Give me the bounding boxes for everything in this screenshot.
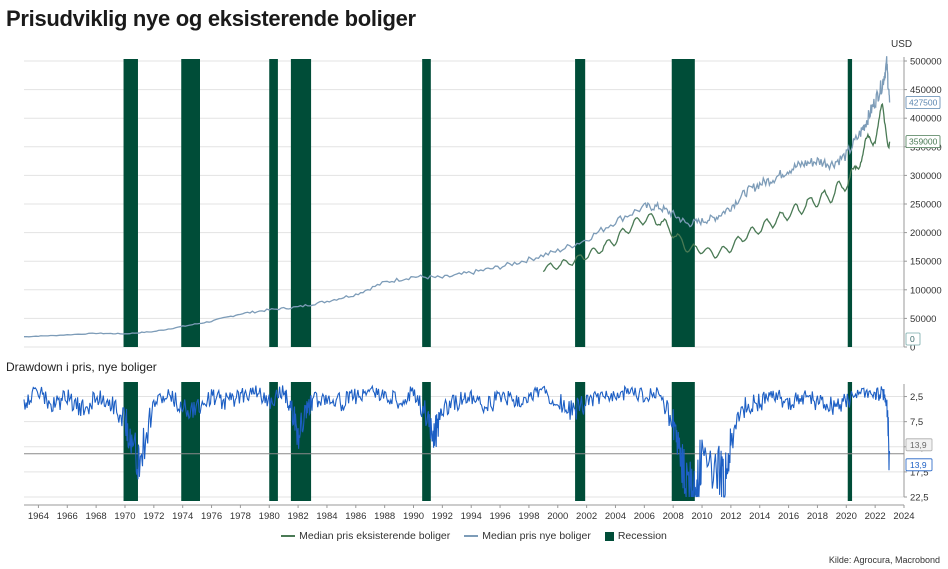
end-label-drawdown-box	[905, 458, 933, 472]
legend-item-new: Median pris nye boliger	[464, 530, 591, 542]
recession-bar-bottom-3	[290, 382, 312, 501]
recession-bar-bottom-6	[671, 382, 695, 501]
top-y-tick-label-6: 300000	[910, 171, 942, 182]
recession-bar-bottom-5	[575, 382, 586, 501]
recession-bar-top-7	[847, 59, 853, 347]
x-tick-label-30: 2024	[893, 511, 914, 522]
recession-bar-top-3	[290, 59, 312, 347]
x-tick-label-6: 1976	[201, 511, 222, 522]
legend: Median pris eksisterende boliger Median …	[0, 530, 948, 542]
end-label-zero-box	[905, 332, 921, 346]
x-tick-label-22: 2008	[663, 511, 684, 522]
top-y-tick-label-9: 450000	[910, 85, 942, 96]
legend-label-new: Median pris nye boliger	[482, 530, 591, 542]
top-y-tick-label-5: 250000	[910, 200, 942, 211]
series-line-drawdown	[23, 384, 891, 498]
end-label-new-homes: 427500	[909, 97, 938, 107]
x-tick-label-2: 1968	[86, 511, 107, 522]
bottom-y-tick-label-0: 2,5	[910, 392, 923, 403]
top-y-tick-label-2: 100000	[910, 285, 942, 296]
recession-bar-bottom-7	[847, 382, 853, 501]
end-label-existing-homes-box	[905, 135, 941, 149]
recession-bar-top-4	[422, 59, 431, 347]
reference-value-label: 13,9	[910, 440, 927, 450]
source-note: Kilde: Agrocura, Macrobond	[828, 555, 940, 565]
x-tick-label-0: 1964	[28, 511, 49, 522]
legend-swatch-recession	[604, 531, 614, 541]
end-label-new-homes-box	[905, 96, 941, 109]
series-line-existing-homes	[542, 102, 891, 273]
recession-bar-bottom-4	[422, 382, 431, 501]
end-label-drawdown: 13,9	[910, 460, 927, 470]
top-y-tick-label-1: 50000	[910, 314, 936, 325]
x-tick-label-21: 2006	[634, 511, 655, 522]
recession-bar-bottom-2	[269, 382, 278, 501]
x-tick-label-26: 2016	[778, 511, 799, 522]
series-line-new-homes	[23, 56, 891, 338]
recession-bar-top-6	[671, 59, 695, 347]
recession-bar-top-2	[269, 59, 278, 347]
bottom-y-tick-label-3: 17,5	[910, 467, 929, 478]
x-tick-label-7: 1978	[230, 511, 251, 522]
recession-bar-top-1	[181, 59, 200, 347]
x-tick-label-28: 2020	[836, 511, 857, 522]
reference-value-box	[905, 438, 933, 452]
legend-label-existing: Median pris eksisterende boliger	[299, 530, 451, 542]
x-tick-label-25: 2014	[749, 511, 770, 522]
end-label-existing-homes: 359000	[909, 137, 938, 147]
legend-swatch-existing	[281, 535, 296, 537]
legend-swatch-new	[464, 535, 479, 537]
end-label-zero: 0	[910, 334, 915, 344]
recession-bar-bottom-1	[181, 382, 200, 501]
x-tick-label-4: 1972	[143, 511, 164, 522]
x-tick-label-9: 1982	[288, 511, 309, 522]
x-tick-label-15: 1994	[461, 511, 482, 522]
x-tick-label-27: 2018	[807, 511, 828, 522]
bottom-y-tick-label-1: 7,5	[910, 417, 923, 428]
x-tick-label-13: 1990	[403, 511, 424, 522]
x-tick-label-19: 2002	[576, 511, 597, 522]
top-y-tick-label-10: 500000	[910, 57, 942, 68]
legend-item-recession: Recession	[604, 530, 667, 542]
legend-label-recession: Recession	[617, 530, 667, 542]
x-tick-label-14: 1992	[432, 511, 453, 522]
x-tick-label-5: 1974	[172, 511, 193, 522]
x-tick-label-18: 2000	[547, 511, 568, 522]
x-tick-label-8: 1980	[259, 511, 280, 522]
bottom-y-tick-label-4: 22,5	[910, 493, 929, 504]
legend-item-existing: Median pris eksisterende boliger	[281, 530, 450, 542]
x-tick-label-20: 2004	[605, 511, 626, 522]
y-axis-unit: USD	[891, 39, 913, 50]
x-tick-label-16: 1996	[489, 511, 510, 522]
bottom-chart-title: Drawdown i pris, nye boliger	[6, 360, 157, 374]
x-tick-label-11: 1986	[345, 511, 366, 522]
chart-title: Prisudviklig nye og eksisterende boliger	[6, 6, 416, 31]
recession-bar-top-0	[123, 59, 138, 347]
top-y-tick-label-4: 200000	[910, 228, 942, 239]
x-tick-label-29: 2022	[865, 511, 886, 522]
x-tick-label-23: 2010	[691, 511, 712, 522]
x-tick-label-12: 1988	[374, 511, 395, 522]
x-tick-label-24: 2012	[720, 511, 741, 522]
x-tick-label-1: 1966	[57, 511, 78, 522]
x-tick-label-17: 1998	[518, 511, 539, 522]
top-y-tick-label-0: 0	[910, 343, 915, 354]
top-y-tick-label-3: 150000	[910, 257, 942, 268]
recession-bar-top-5	[575, 59, 586, 347]
x-tick-label-10: 1984	[316, 511, 337, 522]
top-y-tick-label-8: 400000	[910, 114, 942, 125]
x-tick-label-3: 1970	[114, 511, 135, 522]
